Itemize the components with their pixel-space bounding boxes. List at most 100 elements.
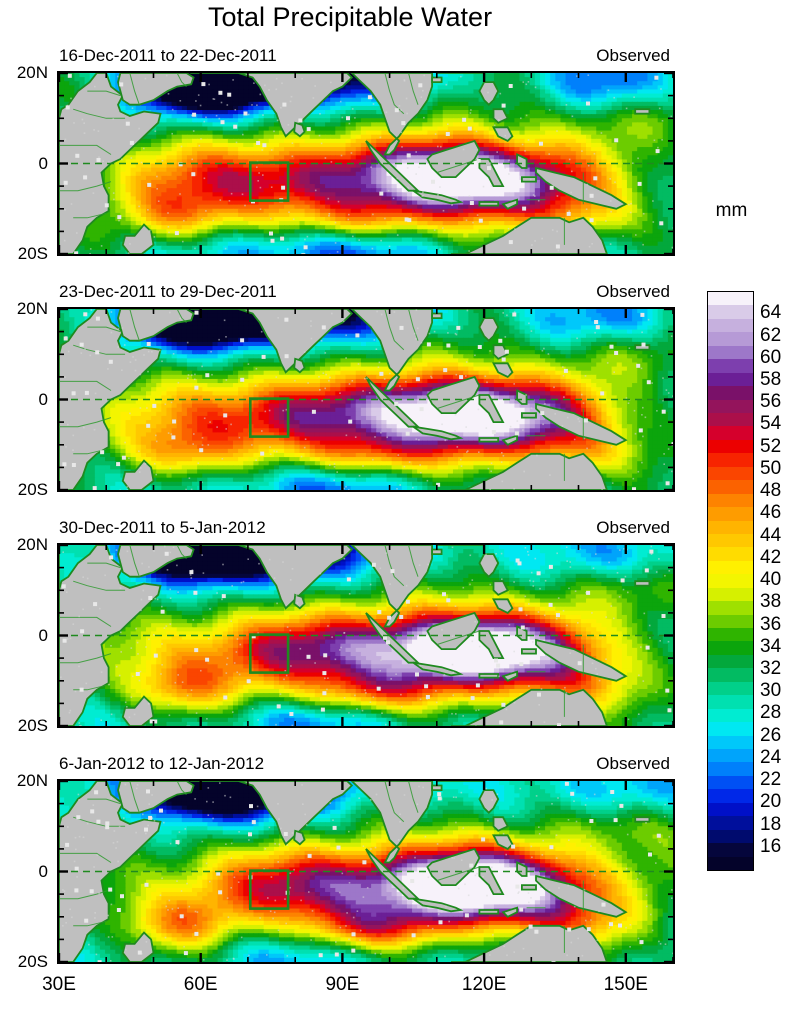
colorbar-swatch-26 [708,641,753,657]
colorbar-unit-label: mm [716,200,748,222]
colorbar-swatch-34 [708,749,753,764]
region-box [249,161,290,202]
colorbar-swatch-20 [708,560,753,576]
y-axis-label-2-1: 0 [39,390,48,410]
figure-title: Total Precipitable Water [0,2,700,33]
map-plot-area-1 [57,71,675,256]
colorbar-swatch-30 [708,695,753,711]
colorbar-swatch-5 [708,359,753,375]
y-axis-label-4-2: 20S [18,952,48,972]
colorbar-swatch-25 [708,628,753,643]
x-axis-label-0: 30E [42,974,76,996]
axis-ticks-4 [57,779,674,964]
colorbar-swatch-38 [708,802,753,818]
colorbar-tick-label-32: 32 [760,658,781,680]
x-axis-label-3: 120E [462,974,506,996]
panel-1: 16-Dec-2011 to 22-Dec-2011 Observed 20N 0 20… [17,46,675,263]
y-axis-label-3-0: 20N [17,535,48,555]
colorbar-swatch-6 [708,372,753,388]
colorbar-swatch-8 [708,399,753,415]
colorbar-swatch-19 [708,547,753,563]
colorbar-tick-label-20: 20 [760,791,781,813]
colorbar-swatch-35 [708,762,753,778]
colorbar-tick-label-62: 62 [760,325,781,347]
x-axis-label-1: 60E [184,974,218,996]
colorbar-tick-label-34: 34 [760,636,781,658]
map-plot-area-2 [57,307,675,492]
stipple-dots [60,545,672,726]
colorbar-swatch-3 [708,332,753,348]
colorbar-swatch-41 [708,843,753,858]
colorbar-swatch-37 [708,789,753,805]
colorbar-tick-label-22: 22 [760,769,781,791]
panel-source-tag-3: Observed [596,518,670,538]
colorbar-tick-label-18: 18 [760,814,781,836]
colorbar-swatch-29 [708,681,753,697]
colorbar-swatch-2 [708,318,753,334]
colorbar-tick-label-44: 44 [760,525,781,547]
colorbar-swatch-12 [708,453,753,469]
panel-2: 23-Dec-2011 to 29-Dec-2011 Observed 20N 0 20… [17,282,675,499]
colorbar-tick-label-40: 40 [760,569,781,591]
colorbar-tick-label-64: 64 [760,302,781,324]
colorbar-tick-label-28: 28 [760,702,781,724]
colorbar-tick-label-30: 30 [760,680,781,702]
colorbar-swatch-7 [708,386,753,401]
panel-header-3: 30-Dec-2011 to 5-Jan-2012 Observed [57,518,671,542]
panel-date-range-2: 23-Dec-2011 to 29-Dec-2011 [59,282,277,302]
colorbar-tick-label-58: 58 [760,369,781,391]
colorbar-tick-label-26: 26 [760,725,781,747]
region-box [249,869,290,910]
colorbar-swatch-9 [708,412,753,428]
colorbar-swatch-42 [708,856,753,872]
colorbar-tick-label-52: 52 [760,436,781,458]
colorbar-swatch-4 [708,345,753,361]
region-box [249,633,290,674]
panel-header-4: 6-Jan-2012 to 12-Jan-2012 Observed [57,754,671,778]
colorbar-swatch-10 [708,426,753,442]
panel-date-range-3: 30-Dec-2011 to 5-Jan-2012 [59,518,266,538]
colorbar-swatch-14 [708,480,753,496]
colorbar-tick-label-38: 38 [760,591,781,613]
y-axis-label-4-1: 0 [39,862,48,882]
colorbar-swatch-27 [708,654,753,670]
region-box [249,397,290,438]
colorbar-swatch-36 [708,775,753,791]
colorbar-tick-label-46: 46 [760,502,781,524]
panel-source-tag-1: Observed [596,46,670,66]
country-borders [59,781,584,953]
x-axis-label-2: 90E [325,974,359,996]
colorbar-swatch-23 [708,601,753,616]
colorbar-swatch-28 [708,668,753,684]
x-axis-label-4: 150E [604,974,648,996]
panel-header-2: 23-Dec-2011 to 29-Dec-2011 Observed [57,282,671,306]
map-plot-area-4 [57,779,675,964]
colorbar-gradient [707,291,754,872]
colorbar-tick-label-24: 24 [760,747,781,769]
y-axis-label-2-0: 20N [17,299,48,319]
map-plot-area-3 [57,543,675,728]
axis-ticks-1 [57,71,674,256]
axis-ticks-2 [57,307,674,492]
panel-4: 6-Jan-2012 to 12-Jan-2012 Observed 20N 0 20S… [17,754,675,995]
panel-source-tag-2: Observed [596,282,670,302]
panel-source-tag-4: Observed [596,754,670,774]
colorbar-swatch-33 [708,735,753,751]
colorbar-tick-label-42: 42 [760,547,781,569]
y-axis-label-1-1: 0 [39,154,48,174]
stipple-dots [63,73,673,254]
colorbar-swatch-13 [708,466,753,482]
axis-ticks-3 [57,543,674,728]
stipple-dots [62,781,673,962]
colorbar-swatch-24 [708,614,753,630]
y-axis-label-1-2: 20S [18,244,48,264]
y-axis-label-2-2: 20S [18,480,48,500]
colorbar-swatch-22 [708,587,753,603]
y-axis-label-1-0: 20N [17,63,48,83]
colorbar-tick-label-54: 54 [760,413,781,435]
panel-header-1: 16-Dec-2011 to 22-Dec-2011 Observed [57,46,671,70]
colorbar-swatch-39 [708,816,753,832]
colorbar-swatch-17 [708,520,753,536]
colorbar-tick-label-48: 48 [760,480,781,502]
